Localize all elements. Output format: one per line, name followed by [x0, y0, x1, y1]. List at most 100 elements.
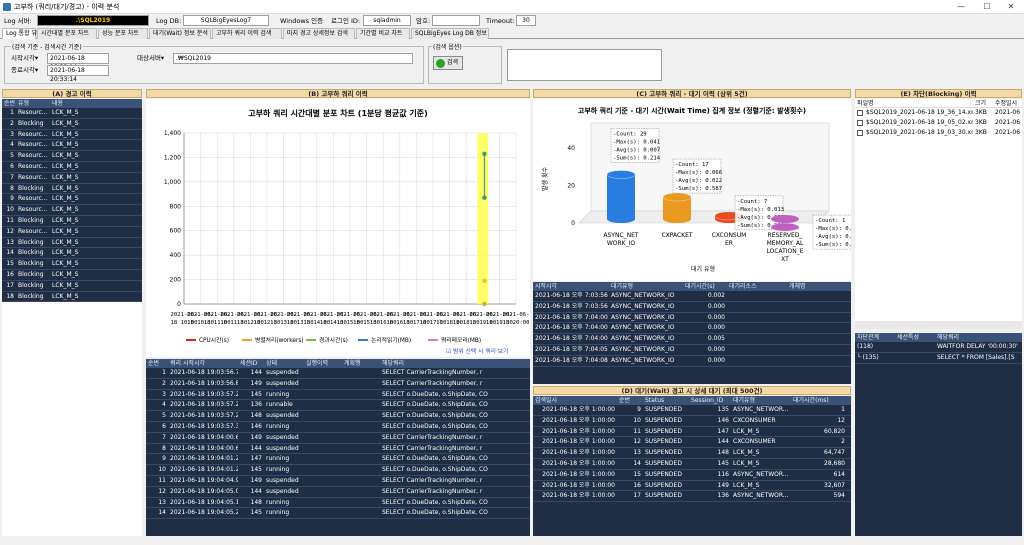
maximize-button[interactable]: ☐	[983, 2, 991, 11]
data-point[interactable]	[482, 278, 487, 283]
column-header[interactable]: 실행이력	[306, 360, 329, 367]
column-header[interactable]: Status	[645, 397, 665, 404]
start-time-label[interactable]: 시작시각▾	[11, 54, 39, 62]
table-row[interactable]: 2021-06-18 오후 1:00:00 13 SUSPENDED 148 LCK_M…	[533, 448, 851, 459]
column-header[interactable]: 대기리소스	[729, 283, 757, 290]
table-row[interactable]: 4 Resourc... LCK_M_S	[2, 140, 142, 152]
table-row[interactable]: 14 2021-06-18 19:04:05.227 145 running SELEC…	[146, 508, 530, 520]
table-row[interactable]: 2021-06-18 오후 1:00:00 11 SUSPENDED 147 LCK_M…	[533, 427, 851, 438]
table-row[interactable]: 2021-06-18 오후 1:00:00 15 SUSPENDED 116 ASYNC…	[533, 470, 851, 481]
table-row[interactable]: 2021-06-18 오후 7:04:00 ASYNC_NETWORK_IO 0.0…	[533, 323, 851, 335]
table-row[interactable]: 2021-06-18 오후 7:04:05 ASYNC_NETWORK_IO 0.0…	[533, 345, 851, 356]
table-row[interactable]: 2021-06-18 오후 7:03:56 ASYNC_NETWORK_IO 0.0…	[533, 302, 851, 313]
column-header[interactable]: 쿼리 시작시각	[170, 360, 206, 367]
table-row[interactable]: 2021-06-18 오후 1:00:00 9 SUSPENDED 135 ASYNC_…	[533, 405, 851, 416]
column-header[interactable]: 순번	[148, 360, 160, 367]
checkbox[interactable]	[857, 129, 863, 136]
file-row[interactable]: $SQL2019_2021-06-18 19_36_14.xml3KB 2021-…	[855, 108, 1022, 118]
table-row[interactable]: 8 2021-06-18 19:04:00.680 144 suspended SELE…	[146, 444, 530, 455]
horizontal-scrollbar[interactable]	[855, 321, 1022, 329]
auth-mode[interactable]: Windows 인증	[280, 17, 324, 25]
blocking-tree-grid[interactable]: 차단관계 세션특성 해당쿼리 (118) WAITFOR DELAY '00:00:30…	[855, 333, 1022, 536]
table-row[interactable]: 16 Blocking LCK_M_S	[2, 269, 142, 281]
column-header[interactable]: 대기시간(ms)	[793, 397, 829, 404]
range-select-note[interactable]: ☑ 범위 선택 시 쿼리 보기	[446, 347, 508, 355]
log-db-field[interactable]: SQLBigEyesLog7	[183, 15, 269, 26]
table-row[interactable]: 11 2021-06-18 19:04:04.920 149 suspended SEL…	[146, 476, 530, 487]
tree-row[interactable]: (118) WAITFOR DELAY '00:00:30'	[855, 342, 1022, 353]
column-header[interactable]: 파일명	[857, 100, 874, 107]
file-row[interactable]: $SQL2019_2021-06-18 19_03_30.xml3KB 2021-…	[855, 128, 1022, 138]
table-row[interactable]: 2021-06-18 오후 7:04:00 ASYNC_NETWORK_IO 0.0…	[533, 313, 851, 324]
table-row[interactable]: 4 2021-06-18 19:03:57.233 136 runnable SELEC…	[146, 400, 530, 412]
table-row[interactable]: 2021-06-18 오후 7:04:00 ASYNC_NETWORK_IO 0.0…	[533, 334, 851, 345]
column-header[interactable]: 순번	[4, 100, 16, 107]
column-header[interactable]: 대기유형	[733, 397, 756, 404]
table-row[interactable]: 2 2021-06-18 19:03:56.803 149 suspended SELE…	[146, 379, 530, 390]
column-header[interactable]: 내용	[52, 100, 64, 107]
minimize-button[interactable]: —	[957, 2, 965, 11]
column-header[interactable]: 상태	[266, 360, 278, 367]
search-button[interactable]: 검색	[433, 56, 463, 70]
table-row[interactable]: 5 2021-06-18 19:03:57.273 148 suspended SELE…	[146, 411, 530, 422]
time-distribution-chart[interactable]: 고부하 쿼리 시간대별 분포 차트 (1분당 평균값 기준) 0 200 400 600…	[146, 99, 530, 357]
column-header[interactable]: 대기유형	[611, 283, 634, 290]
start-time-field[interactable]: 2021-06-18 09:33:14	[47, 53, 109, 71]
table-row[interactable]: 11 Blocking LCK_M_S	[2, 215, 142, 227]
column-header[interactable]: 시작시각	[535, 283, 558, 290]
table-row[interactable]: 14 Blocking LCK_M_S	[2, 248, 142, 260]
column-header[interactable]: 개체명	[789, 283, 806, 290]
column-header[interactable]: 순번	[619, 397, 631, 404]
target-server-field[interactable]: .₩SQL2019	[173, 53, 413, 64]
bar[interactable]	[606, 170, 636, 223]
table-row[interactable]: 7 2021-06-18 19:04:00.643 149 suspended SELE…	[146, 433, 530, 444]
checkbox[interactable]	[857, 109, 863, 116]
table-row[interactable]: 6 Resourc... LCK_M_S	[2, 161, 142, 173]
table-row[interactable]: 2021-06-18 오후 1:00:00 14 SUSPENDED 145 LCK_M…	[533, 459, 851, 470]
data-point[interactable]	[482, 301, 487, 307]
data-point[interactable]	[482, 195, 487, 200]
tab-3[interactable]: 대기(Wait) 정보 분석	[149, 28, 211, 39]
table-row[interactable]: 17 Blocking LCK_M_S	[2, 280, 142, 292]
table-row[interactable]: 10 2021-06-18 19:04:01.237 145 running SELEC…	[146, 465, 530, 476]
tab-4[interactable]: 고부하 쿼리 이력 검색	[212, 28, 282, 39]
password-field[interactable]	[432, 15, 480, 26]
file-row[interactable]: $SQL2019_2021-06-18 19_05_02.xml3KB 2021-…	[855, 118, 1022, 128]
highlight-range[interactable]	[477, 133, 489, 304]
login-id-field[interactable]: sqladmin	[363, 15, 411, 26]
end-time-label[interactable]: 종료시각▾	[11, 66, 39, 74]
tab-7[interactable]: SQLBigEyes Log DB 정보	[411, 28, 489, 39]
end-time-field[interactable]: 2021-06-18 20:33:14	[47, 65, 109, 83]
table-row[interactable]: 5 Resourc... LCK_M_S	[2, 151, 142, 162]
table-row[interactable]: 15 Blocking LCK_M_S	[2, 259, 142, 270]
table-row[interactable]: 2021-06-18 오후 1:00:00 16 SUSPENDED 149 LCK_M…	[533, 481, 851, 492]
column-header[interactable]: 크기	[975, 100, 987, 107]
table-row[interactable]: 13 Blocking LCK_M_S	[2, 237, 142, 249]
table-row[interactable]: 3 2021-06-18 19:03:57.227 145 running SELECT…	[146, 390, 530, 401]
checkbox[interactable]	[857, 119, 863, 126]
tab-6[interactable]: 기간별 비교 차트	[356, 28, 410, 39]
table-row[interactable]: 13 2021-06-18 19:04:05.180 148 running SELEC…	[146, 498, 530, 509]
close-button[interactable]: ✕	[1007, 2, 1015, 11]
wait-summary-chart[interactable]: 고부하 쿼리 기준 - 대기 시간(Wait Time) 집계 정보 (정렬기준…	[533, 99, 862, 281]
tab-1[interactable]: 시간대별 분포 차트	[37, 28, 97, 39]
table-row[interactable]: 1 Resourc... LCK_M_S	[2, 108, 142, 119]
tree-row[interactable]: └ (135) SELECT * FROM [Sales].[S	[855, 353, 1022, 364]
table-row[interactable]: 12 2021-06-18 19:04:05.003 144 suspended SEL…	[146, 487, 530, 498]
column-header[interactable]: 차단관계	[857, 334, 880, 341]
table-row[interactable]: 6 2021-06-18 19:03:57.357 146 running SELECT…	[146, 422, 530, 433]
column-header[interactable]: 세션특성	[897, 334, 920, 341]
column-header[interactable]: 해당쿼리	[937, 334, 960, 341]
table-row[interactable]: 2021-06-18 오후 7:04:08 ASYNC_NETWORK_IO 0.0…	[533, 356, 851, 367]
column-header[interactable]: 수정일시	[995, 100, 1018, 107]
wait-history-grid[interactable]: 시작시각 대기유형 대기시간(s) 대기리소스 개체명 2021-06-18 오후 7:0…	[533, 282, 851, 384]
table-row[interactable]: 9 2021-06-18 19:04:01.220 147 running SELECT…	[146, 454, 530, 466]
bar[interactable]	[770, 215, 800, 232]
table-row[interactable]: 3 Resourc... LCK_M_S	[2, 129, 142, 141]
wait-detail-grid[interactable]: 검색일시 순번 Status Session_ID 대기유형 대기시간(ms) 2021-0…	[533, 396, 851, 536]
table-row[interactable]: 8 Blocking LCK_M_S	[2, 183, 142, 195]
table-row[interactable]: 2021-06-18 오후 1:00:00 12 SUSPENDED 144 CXCON…	[533, 437, 851, 449]
table-row[interactable]: 18 Blocking LCK_M_S	[2, 291, 142, 303]
table-row[interactable]: 9 Resourc... LCK_M_S	[2, 194, 142, 206]
bar[interactable]	[662, 192, 692, 223]
